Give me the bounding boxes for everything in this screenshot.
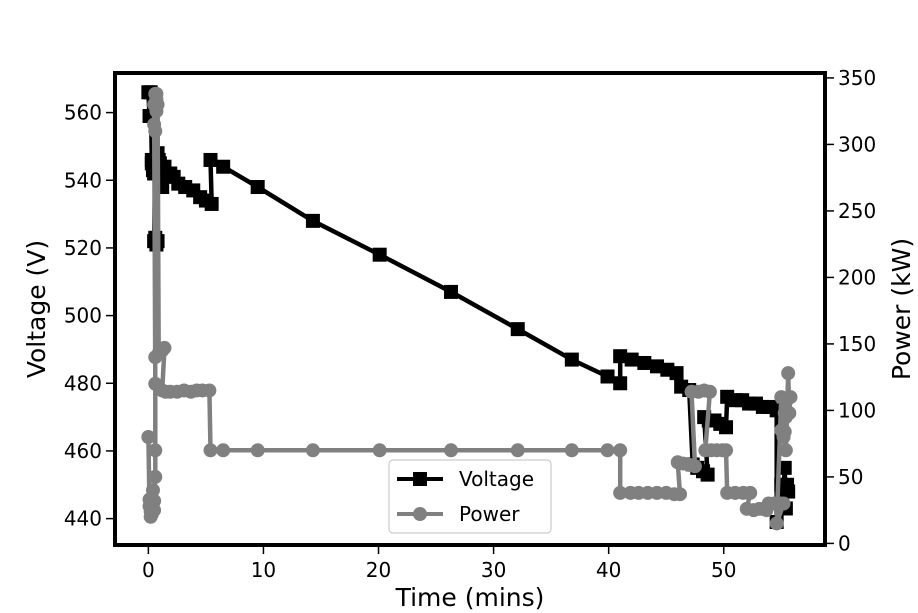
power-point xyxy=(600,443,615,458)
legend-voltage-label: Voltage xyxy=(459,467,534,491)
power-point xyxy=(141,430,156,445)
y-left-tick-label: 480 xyxy=(64,371,102,395)
power-point xyxy=(702,384,717,399)
voltage-point xyxy=(719,420,734,435)
y-left-tick-label: 520 xyxy=(64,236,102,260)
voltage-point xyxy=(444,284,459,299)
y-right-tick-label: 300 xyxy=(838,132,876,156)
voltage-point xyxy=(564,352,579,367)
y-right-tick-label: 50 xyxy=(838,465,863,489)
power-point xyxy=(777,424,792,439)
legend: Voltage Power xyxy=(388,459,552,534)
voltage-point xyxy=(600,369,615,384)
power-point xyxy=(687,459,702,474)
power-point xyxy=(372,443,387,458)
power-point xyxy=(250,443,265,458)
y-right-tick-label: 250 xyxy=(838,199,876,223)
ticks-layer: 0 10 20 30 40 50 440 460 480 500 520 540 560 0 50 100 15… xyxy=(64,66,876,582)
legend-voltage-marker xyxy=(413,472,427,486)
y-right-tick-label: 200 xyxy=(838,265,876,289)
power-point xyxy=(148,443,163,458)
y-right-tick-label: 0 xyxy=(838,531,851,555)
power-point xyxy=(776,496,791,511)
power-point xyxy=(769,516,784,531)
power-point xyxy=(157,340,172,355)
voltage-point xyxy=(669,366,684,381)
power-point xyxy=(444,443,459,458)
y-left-axis-label: Voltage (V) xyxy=(22,240,51,378)
y-left-tick-label: 500 xyxy=(64,304,102,328)
power-point xyxy=(673,487,688,502)
power-point xyxy=(613,443,628,458)
power-line xyxy=(146,91,793,526)
y-left-tick-label: 540 xyxy=(64,168,102,192)
power-point xyxy=(145,483,160,498)
power-point xyxy=(783,390,798,405)
y-right-tick-label: 350 xyxy=(838,66,876,90)
power-point xyxy=(613,485,628,500)
voltage-point xyxy=(305,213,320,228)
voltage-point xyxy=(613,376,628,391)
voltage-point xyxy=(637,355,652,370)
voltage-point xyxy=(204,196,219,211)
y-right-tick-label: 100 xyxy=(838,398,876,422)
y-left-tick-label: 560 xyxy=(64,101,102,125)
x-tick-label: 30 xyxy=(481,558,506,582)
power-point xyxy=(147,493,162,508)
power-point xyxy=(216,443,231,458)
x-tick-label: 10 xyxy=(251,558,276,582)
power-point xyxy=(203,443,218,458)
power-point xyxy=(743,485,758,500)
voltage-point xyxy=(250,180,265,195)
power-point xyxy=(564,443,579,458)
power-point xyxy=(150,97,165,112)
x-tick-label: 20 xyxy=(366,558,391,582)
y-right-tick-label: 150 xyxy=(838,332,876,356)
voltage-point xyxy=(777,460,792,475)
power-point xyxy=(719,443,734,458)
x-tick-label: 40 xyxy=(596,558,621,582)
y-right-axis-label: Power (kW) xyxy=(887,238,916,380)
voltage-point xyxy=(613,349,628,364)
power-point xyxy=(148,124,163,139)
voltage-point xyxy=(510,322,525,337)
y-left-tick-label: 460 xyxy=(64,439,102,463)
legend-power-label: Power xyxy=(459,502,520,526)
legend-power-marker xyxy=(413,507,427,521)
voltage-point xyxy=(624,352,639,367)
voltage-point xyxy=(203,152,218,167)
voltage-point xyxy=(700,467,715,482)
power-point xyxy=(781,366,796,381)
power-point xyxy=(202,383,217,398)
y-left-tick-label: 440 xyxy=(64,507,102,531)
power-point xyxy=(778,443,793,458)
x-tick-label: 50 xyxy=(711,558,736,582)
power-series xyxy=(141,86,798,531)
plot-frame xyxy=(113,71,827,547)
x-axis-label: Time (mins) xyxy=(395,583,545,612)
power-point xyxy=(510,443,525,458)
power-point xyxy=(305,443,320,458)
voltage-point xyxy=(781,484,796,499)
voltage-point xyxy=(216,159,231,174)
series-layer xyxy=(141,85,798,531)
power-point xyxy=(782,406,797,421)
voltage-point xyxy=(372,247,387,262)
x-tick-label: 0 xyxy=(142,558,155,582)
power-point xyxy=(148,469,163,484)
